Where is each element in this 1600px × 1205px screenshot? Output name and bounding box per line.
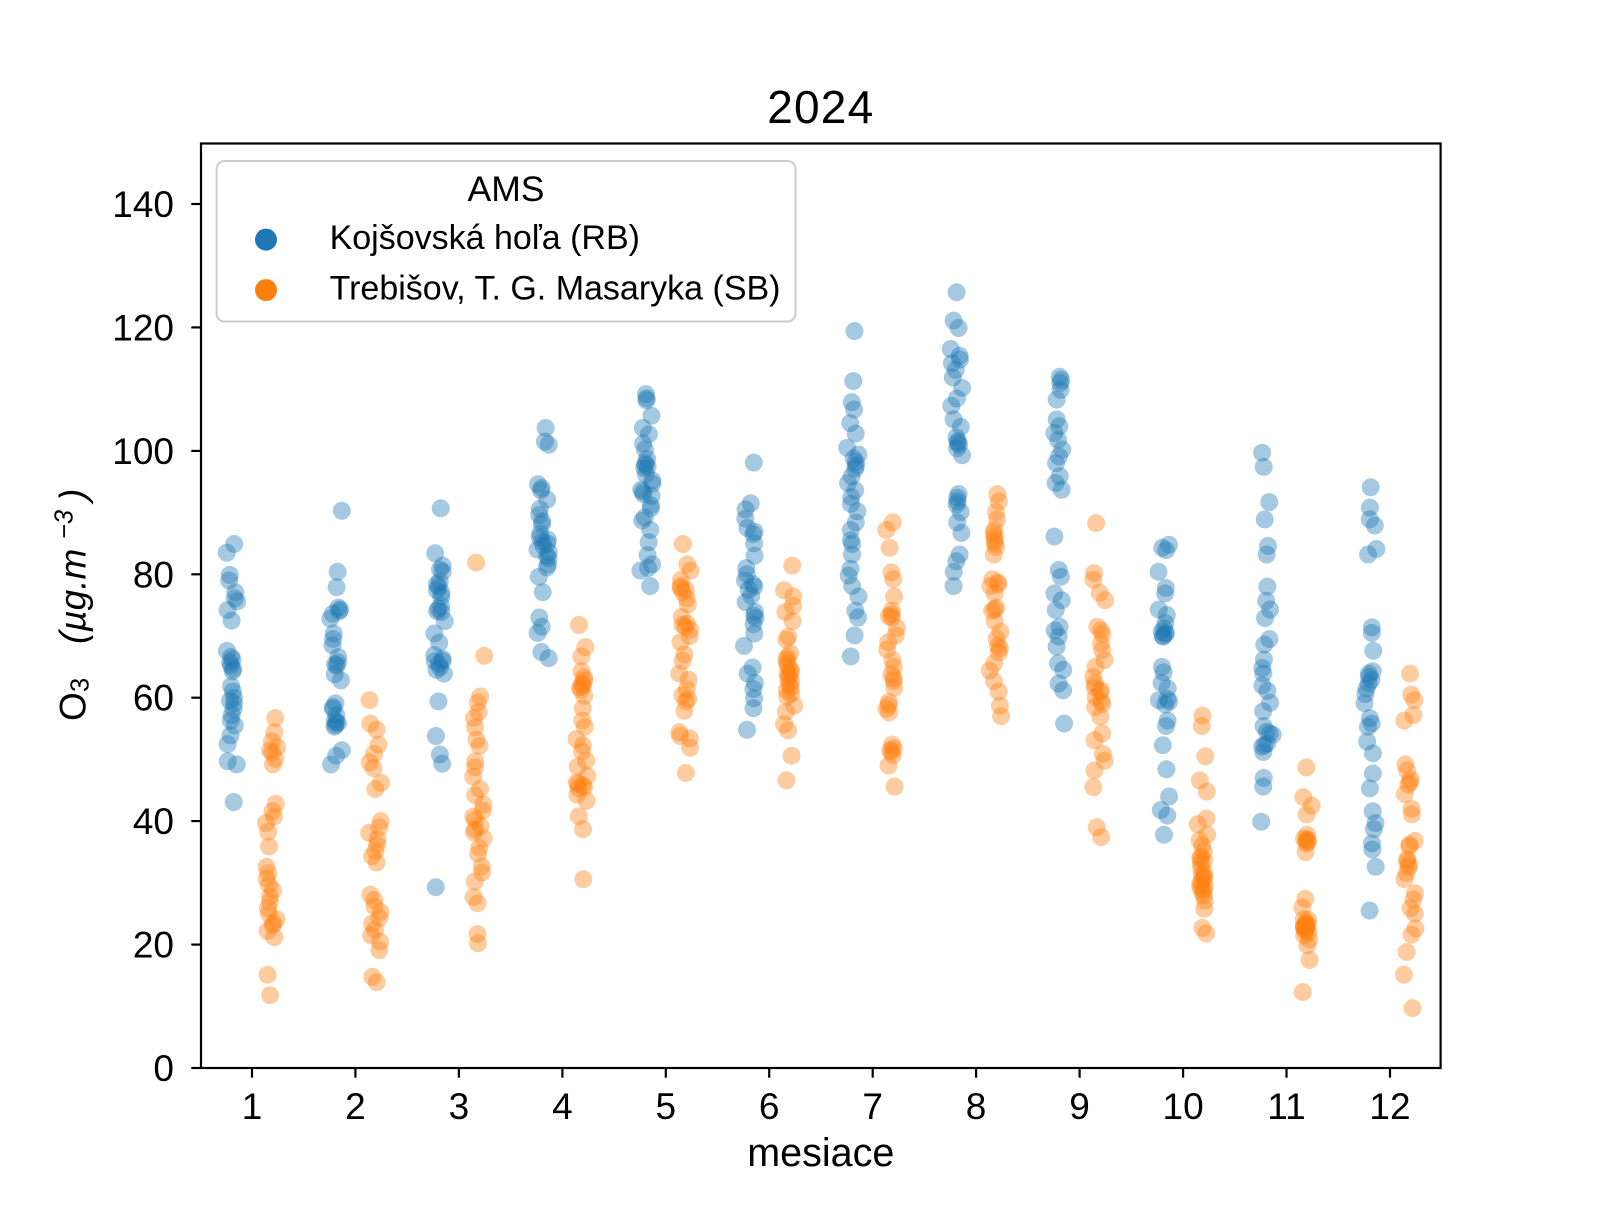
svg-text:2024: 2024	[767, 81, 874, 133]
svg-text:1: 1	[242, 1086, 263, 1127]
svg-text:12: 12	[1369, 1086, 1410, 1127]
svg-text:4: 4	[552, 1086, 573, 1127]
svg-text:60: 60	[133, 678, 174, 719]
svg-text:40: 40	[133, 801, 174, 842]
svg-text:3: 3	[449, 1086, 470, 1127]
svg-text:100: 100	[112, 431, 174, 472]
svg-text:5: 5	[656, 1086, 677, 1127]
svg-text:20: 20	[133, 925, 174, 966]
svg-text:O3(µg.m−3): O3(µg.m−3)	[51, 489, 95, 721]
svg-text:6: 6	[759, 1086, 780, 1127]
svg-text:140: 140	[112, 184, 174, 225]
svg-text:7: 7	[862, 1086, 883, 1127]
svg-text:8: 8	[966, 1086, 987, 1127]
svg-text:10: 10	[1163, 1086, 1204, 1127]
svg-text:Kojšovská hoľa (RB): Kojšovská hoľa (RB)	[330, 219, 640, 257]
svg-text:Trebišov, T. G. Masaryka (SB): Trebišov, T. G. Masaryka (SB)	[330, 270, 781, 308]
svg-text:11: 11	[1267, 1086, 1305, 1127]
svg-text:2: 2	[345, 1086, 366, 1127]
svg-text:9: 9	[1069, 1086, 1090, 1127]
svg-text:0: 0	[153, 1048, 174, 1089]
svg-text:AMS: AMS	[468, 169, 545, 209]
svg-text:80: 80	[133, 554, 174, 595]
svg-text:120: 120	[112, 307, 174, 348]
svg-text:mesiace: mesiace	[747, 1131, 894, 1175]
